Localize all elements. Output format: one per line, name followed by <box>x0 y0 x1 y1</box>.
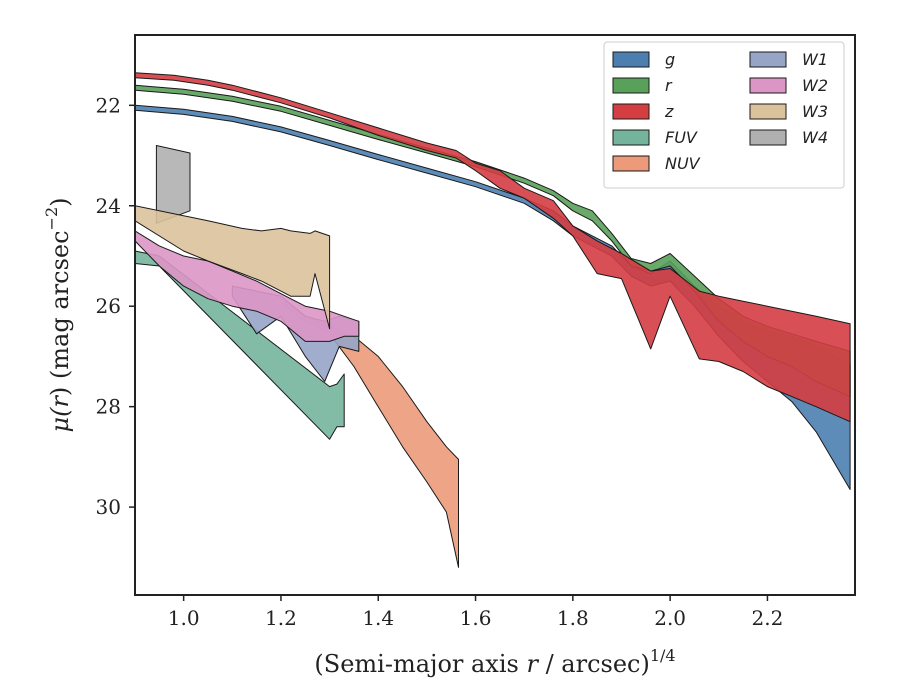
y-tick-label: 26 <box>96 294 121 318</box>
x-axis-label: (Semi-major axis r / arcsec)1/4 <box>314 646 675 678</box>
y-tick-label: 22 <box>96 93 121 117</box>
legend-label-w3: W3 <box>802 102 828 121</box>
legend-swatch-w3 <box>749 103 787 120</box>
legend-label-z: z <box>664 102 674 121</box>
legend-swatch-fuv <box>612 129 650 146</box>
band-w3 <box>135 205 331 330</box>
x-axis: 1.0 1.2 1.4 1.6 1.8 2.0 2.2 <box>168 595 784 630</box>
x-tick-label: 1.2 <box>265 606 297 630</box>
x-tick-label: 2.2 <box>752 606 784 630</box>
plot-frame <box>134 34 856 596</box>
legend-label-g: g <box>665 50 675 69</box>
legend-label-fuv: FUV <box>665 128 698 147</box>
x-tick-label: 1.8 <box>557 606 589 630</box>
legend-swatch-nuv <box>612 155 650 172</box>
band-w4 <box>155 145 191 224</box>
legend-swatch-z <box>612 103 650 120</box>
band-z <box>135 72 851 423</box>
legend-swatch-w4 <box>749 129 787 146</box>
legend-swatch-r <box>612 77 650 94</box>
y-axis-label: μ(r) (mag arcsec−2) <box>42 197 74 432</box>
band-fuv <box>135 250 345 440</box>
x-tick-label: 2.0 <box>654 606 686 630</box>
legend-label-nuv: NUV <box>665 154 701 173</box>
legend: grz FUV NUV W1 W2 W3 W4 <box>603 41 845 189</box>
legend-swatch-w2 <box>749 77 787 94</box>
x-tick-label: 1.6 <box>460 606 492 630</box>
y-tick-label: 24 <box>96 194 121 218</box>
y-axis: 22 24 26 28 30 <box>96 93 135 519</box>
legend-label-w4: W4 <box>802 128 828 147</box>
y-tick-label: 30 <box>96 495 121 519</box>
legend-label-w1: W1 <box>802 50 828 69</box>
band-w2 <box>135 230 360 342</box>
series-layer <box>135 72 851 568</box>
x-tick-label: 1.4 <box>362 606 394 630</box>
legend-swatch-w1 <box>749 51 787 68</box>
legend-label-w2: W2 <box>802 76 828 95</box>
legend-label-r: r <box>665 76 673 95</box>
y-tick-label: 28 <box>96 395 121 419</box>
legend-swatch-g <box>612 51 650 68</box>
x-tick-label: 1.0 <box>168 606 200 630</box>
